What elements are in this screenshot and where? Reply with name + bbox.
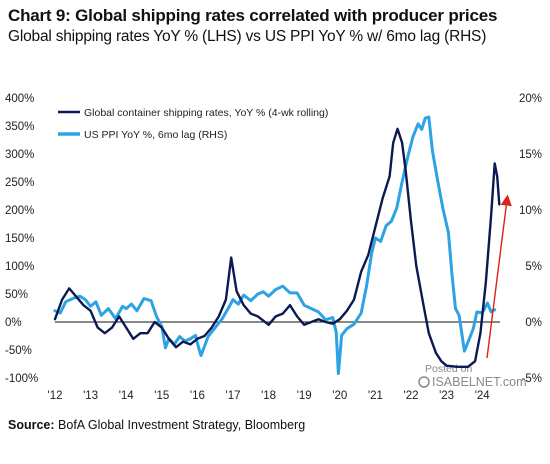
legend: Global container shipping rates, YoY % (… xyxy=(58,107,328,141)
y-left-tick-label: 0% xyxy=(5,317,22,329)
x-tick-label: '17 xyxy=(226,390,241,402)
y-left-tick-label: 250% xyxy=(5,177,34,189)
legend-label: US PPI YoY %, 6mo lag (RHS) xyxy=(84,129,227,141)
y-right-tick-label: 10% xyxy=(519,205,542,217)
trend-arrow xyxy=(486,194,512,359)
watermark: Posted on ISABELNET.com xyxy=(418,363,526,389)
x-tick-label: '24 xyxy=(475,390,491,402)
x-tick-label: '23 xyxy=(439,390,454,402)
y-left-tick-label: -100% xyxy=(5,373,38,385)
x-tick-label: '16 xyxy=(190,390,205,402)
source-label: Source: xyxy=(8,418,55,432)
y-right-tick-label: 5% xyxy=(525,261,542,273)
chart-subtitle: Global shipping rates YoY % (LHS) vs US … xyxy=(8,28,487,45)
watermark-line2: ISABELNET.com xyxy=(432,375,526,389)
y-left-tick-label: 300% xyxy=(5,149,34,161)
y-right-tick-label: 15% xyxy=(519,149,542,161)
y-left-axis: 400% 350% 300% 250% 200% 150% 100% 50% 0% -50% -10… xyxy=(5,93,38,385)
y-right-tick-label: 0% xyxy=(525,317,542,329)
x-tick-label: '18 xyxy=(261,390,276,402)
x-tick-label: '14 xyxy=(119,390,135,402)
x-tick-label: '22 xyxy=(404,390,419,402)
y-left-tick-label: 400% xyxy=(5,93,34,105)
y-right-tick-label: -5% xyxy=(522,373,542,385)
us-ppi-line xyxy=(53,115,497,375)
legend-label: Global container shipping rates, YoY % (… xyxy=(84,107,328,119)
y-right-axis: 20% 15% 10% 5% 0% -5% xyxy=(519,93,542,385)
y-left-tick-label: 100% xyxy=(5,261,34,273)
watermark-logo-icon xyxy=(418,376,430,388)
x-tick-label: '15 xyxy=(154,390,169,402)
shipping-rates-line xyxy=(53,127,501,368)
x-axis: '12 '13 '14 '15 '16 '17 '18 '19 '20 '21 '22 '23 '24 xyxy=(48,390,491,402)
y-left-tick-label: 350% xyxy=(5,121,34,133)
x-tick-label: '20 xyxy=(332,390,347,402)
source-line: Source: BofA Global Investment Strategy,… xyxy=(8,418,305,432)
x-tick-label: '21 xyxy=(368,390,383,402)
x-tick-label: '12 xyxy=(48,390,63,402)
x-tick-label: '13 xyxy=(83,390,98,402)
chart-title: Chart 9: Global shipping rates correlate… xyxy=(8,6,498,25)
y-left-tick-label: 50% xyxy=(5,289,28,301)
y-right-tick-label: 20% xyxy=(519,93,542,105)
y-left-tick-label: -50% xyxy=(5,345,32,357)
source-text: BofA Global Investment Strategy, Bloombe… xyxy=(58,418,306,432)
y-left-tick-label: 200% xyxy=(5,205,34,217)
y-left-tick-label: 150% xyxy=(5,233,34,245)
x-tick-label: '19 xyxy=(297,390,312,402)
series-layer xyxy=(53,115,501,375)
